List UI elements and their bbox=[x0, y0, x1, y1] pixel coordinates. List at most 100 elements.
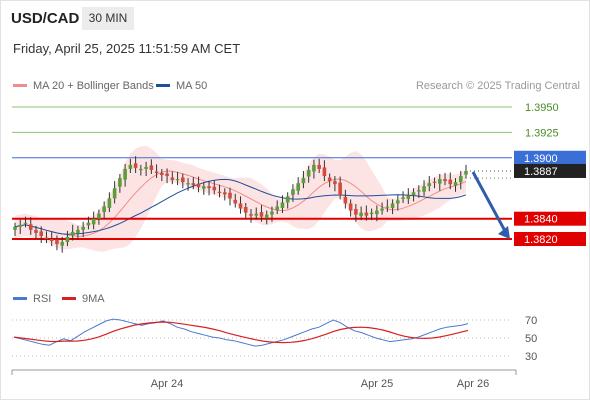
rsi-tick-70: 70 bbox=[525, 315, 537, 327]
timestamp: Friday, April 25, 2025 11:51:59 AM CET bbox=[13, 41, 241, 56]
rsi-ma-line bbox=[13, 321, 469, 344]
candle-up bbox=[175, 179, 180, 181]
candle-down bbox=[243, 207, 248, 213]
candle-up bbox=[296, 183, 300, 191]
candle-up bbox=[107, 198, 112, 209]
candle-down bbox=[207, 186, 211, 189]
candle-up bbox=[375, 210, 379, 215]
candle-up bbox=[23, 222, 28, 224]
candle-down bbox=[317, 164, 321, 169]
candle-up bbox=[76, 229, 80, 234]
candle-down bbox=[343, 196, 348, 204]
legend-rsi: RSI bbox=[13, 293, 51, 305]
candle-up bbox=[139, 168, 143, 171]
candle-up bbox=[254, 213, 259, 216]
level-label-1.3840: 1.3840 bbox=[524, 214, 558, 226]
candle-up bbox=[144, 166, 148, 169]
candle-down bbox=[327, 177, 332, 182]
candle-up bbox=[417, 190, 421, 192]
candle-down bbox=[160, 173, 164, 176]
candle-down bbox=[165, 173, 169, 177]
candle-down bbox=[338, 182, 342, 196]
candle-up bbox=[270, 211, 274, 215]
candle-up bbox=[81, 226, 85, 230]
level-tag-1.3820 bbox=[514, 232, 586, 246]
candle-up bbox=[123, 168, 127, 180]
rsi-tick-30: 30 bbox=[525, 351, 537, 363]
rsi-swatch-icon bbox=[13, 296, 27, 300]
candle-up bbox=[369, 212, 374, 215]
ma20-swatch-icon bbox=[13, 83, 27, 87]
legend-rsi-label: RSI bbox=[33, 293, 52, 305]
level-label-1.3950: 1.3950 bbox=[525, 102, 559, 114]
candle-up bbox=[97, 213, 101, 219]
last-price-label: 1.3887 bbox=[524, 166, 558, 178]
candle-up bbox=[396, 200, 400, 204]
ma50-line bbox=[14, 178, 467, 235]
candle-up bbox=[86, 222, 91, 226]
credit-text: Research © 2025 Trading Central bbox=[415, 80, 580, 92]
legend-ma9-label: 9MA bbox=[82, 293, 105, 305]
candle-up bbox=[385, 206, 390, 208]
candle-up bbox=[390, 203, 395, 209]
forecast-arrow-shaft bbox=[471, 171, 507, 232]
candle-down bbox=[170, 177, 175, 181]
candle-up bbox=[91, 218, 96, 225]
candle-up bbox=[306, 169, 311, 177]
candle-down bbox=[333, 181, 337, 185]
timeframe-badge[interactable]: 30 MIN bbox=[82, 7, 134, 30]
x-tick-label: Apr 24 bbox=[151, 378, 183, 390]
candle-down bbox=[233, 199, 238, 204]
candle-up bbox=[285, 196, 290, 203]
ma50-swatch-icon bbox=[156, 83, 170, 87]
instrument-title: USD/CAD bbox=[11, 10, 80, 27]
candle-up bbox=[186, 183, 190, 185]
candle-down bbox=[212, 186, 217, 191]
candle-down bbox=[39, 231, 44, 236]
x-tick-label: Apr 25 bbox=[361, 378, 393, 390]
candle-down bbox=[322, 167, 327, 177]
candle-up bbox=[437, 179, 442, 184]
x-tick-label: Apr 26 bbox=[457, 378, 489, 390]
candle-down bbox=[249, 214, 253, 216]
candle-up bbox=[18, 224, 23, 227]
candle-down bbox=[55, 239, 59, 245]
candle-down bbox=[238, 203, 243, 209]
candle-up bbox=[464, 170, 468, 175]
level-label-1.3925: 1.3925 bbox=[525, 127, 559, 139]
candle-up bbox=[291, 189, 295, 195]
candle-up bbox=[60, 242, 64, 246]
level-label-1.3900: 1.3900 bbox=[524, 153, 558, 165]
candle-down bbox=[222, 192, 227, 195]
candle-up bbox=[264, 214, 269, 219]
candle-down bbox=[191, 183, 196, 186]
candle-up bbox=[411, 192, 416, 196]
candle-up bbox=[312, 164, 316, 172]
candle-down bbox=[34, 229, 38, 233]
candle-down bbox=[28, 224, 33, 230]
candle-down bbox=[228, 192, 232, 199]
candle-down bbox=[217, 191, 222, 193]
candle-down bbox=[149, 165, 154, 170]
candle-up bbox=[102, 206, 106, 213]
candle-up bbox=[359, 212, 363, 217]
candle-down bbox=[49, 239, 54, 242]
candle-up bbox=[118, 178, 122, 187]
candle-up bbox=[301, 178, 306, 184]
level-tag-1.3900 bbox=[514, 150, 586, 165]
candle-up bbox=[70, 231, 75, 236]
candle-down bbox=[44, 237, 49, 239]
candle-down bbox=[354, 209, 358, 215]
legend-ma20: MA 20 + Bollinger Bands bbox=[13, 80, 154, 92]
level-label-1.3820: 1.3820 bbox=[524, 234, 558, 246]
candle-down bbox=[196, 183, 201, 188]
candle-up bbox=[201, 186, 206, 189]
candle-down bbox=[348, 203, 353, 211]
candle-down bbox=[259, 212, 264, 217]
candle-down bbox=[448, 179, 453, 185]
ma20-line bbox=[14, 170, 467, 237]
candle-down bbox=[181, 177, 185, 183]
candle-down bbox=[443, 179, 447, 182]
level-tag-1.3840 bbox=[514, 211, 586, 226]
